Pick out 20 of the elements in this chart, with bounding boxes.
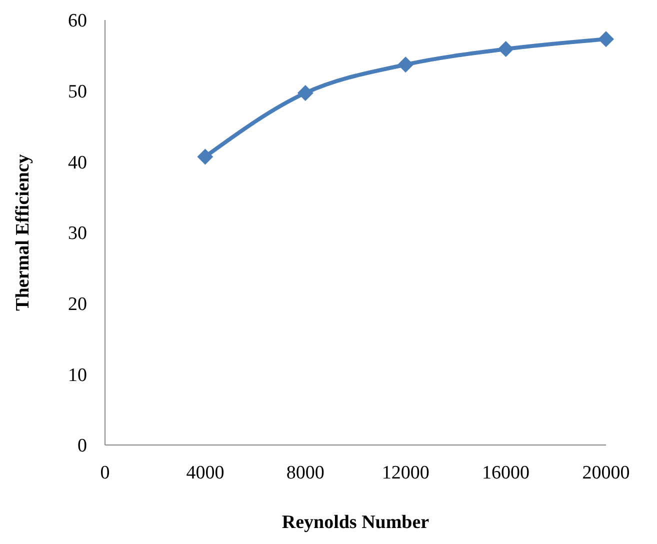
y-tick-label: 60 <box>68 10 87 32</box>
y-tick-label: 50 <box>68 82 87 103</box>
point <box>498 41 514 58</box>
point <box>297 84 314 101</box>
x-tick-label: 20000 <box>582 462 630 484</box>
x-tick-label: 12000 <box>382 462 430 484</box>
point <box>197 148 214 165</box>
y-tick-label: 10 <box>68 364 87 386</box>
x-tick-label: 16000 <box>482 462 530 484</box>
x-tick-label: 4000 <box>186 462 224 484</box>
x-tick-label: 0 <box>100 462 110 484</box>
point <box>398 56 414 73</box>
y-tick-label: 0 <box>78 436 87 457</box>
y-axis-title: Thermal Efficiency <box>12 154 34 311</box>
y-tick-label: 20 <box>68 294 87 316</box>
x-axis-title: Reynolds Number <box>282 512 430 533</box>
y-tick-label: 30 <box>68 223 87 244</box>
x-tick-label: 8000 <box>286 462 324 484</box>
point <box>598 31 614 48</box>
y-tick-label: 40 <box>68 152 87 174</box>
